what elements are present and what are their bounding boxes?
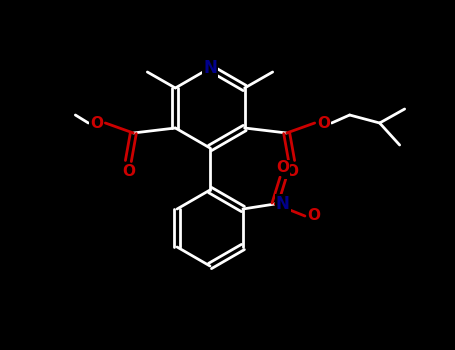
Text: O: O [276, 161, 289, 175]
Text: O: O [317, 116, 330, 131]
Text: O: O [90, 116, 103, 131]
Text: O: O [122, 163, 135, 178]
Text: O: O [308, 209, 320, 224]
Text: O: O [285, 163, 298, 178]
Text: N: N [203, 59, 217, 77]
Text: N: N [276, 195, 290, 213]
